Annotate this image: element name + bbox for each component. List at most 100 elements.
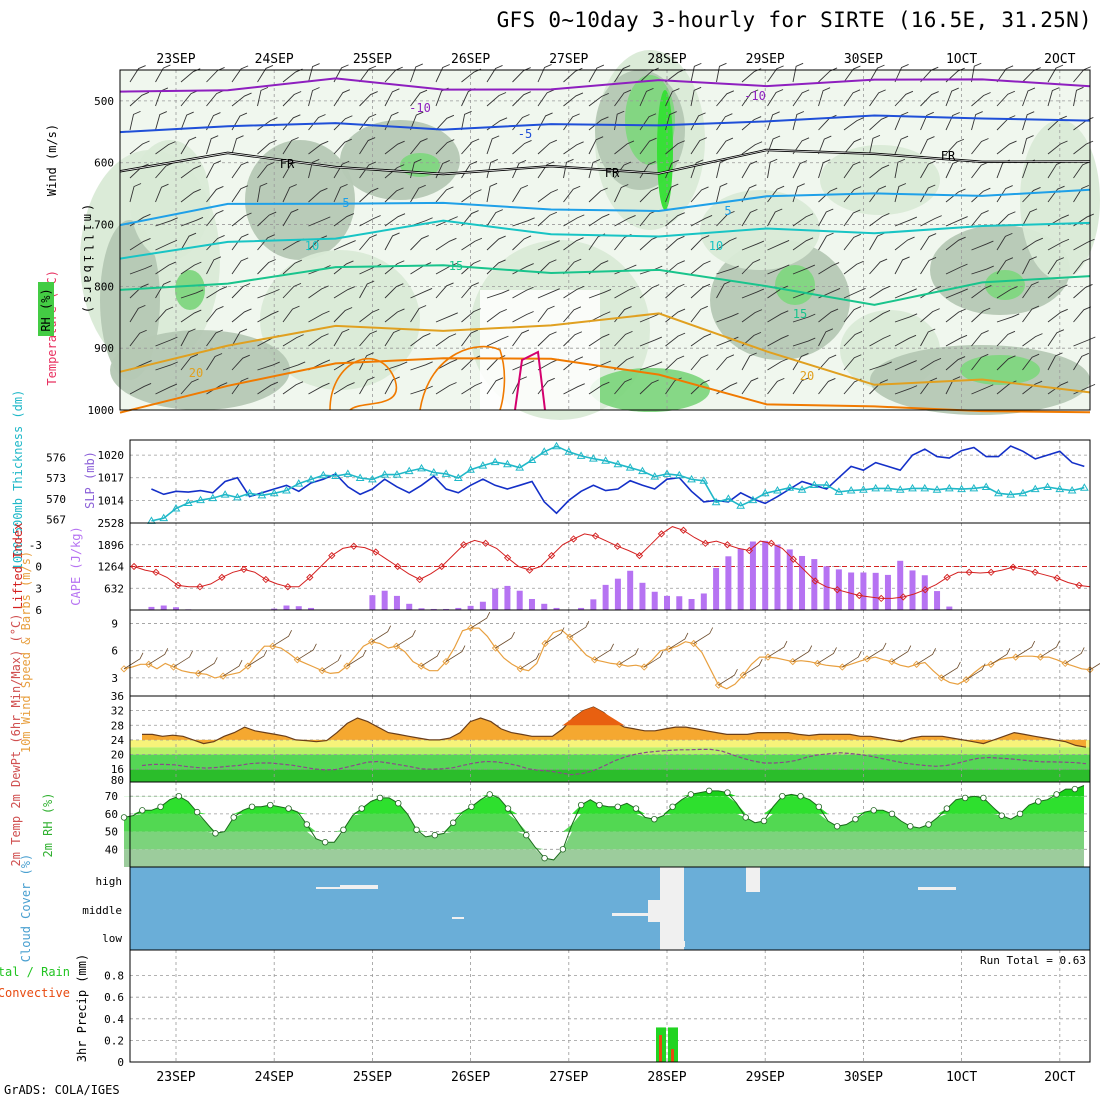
wind-barb bbox=[971, 210, 989, 227]
cape-bar bbox=[541, 603, 548, 610]
rh-point bbox=[852, 815, 859, 823]
legend-convective: Convective bbox=[0, 986, 70, 1000]
isotherm-25-cell bbox=[419, 345, 506, 411]
wind-barb bbox=[206, 256, 222, 275]
date-label-bottom: 24SEP bbox=[255, 1070, 294, 1085]
tick-label-temp: 32 bbox=[111, 705, 124, 718]
wind-barb bbox=[359, 330, 378, 347]
thickness-point bbox=[662, 469, 672, 477]
gridlines bbox=[120, 70, 1090, 1062]
thickness-point bbox=[490, 457, 500, 466]
wind-barb bbox=[639, 67, 659, 83]
wind-barb bbox=[333, 328, 350, 347]
thickness-point bbox=[711, 497, 721, 506]
wind-barb bbox=[1022, 380, 1043, 395]
rh-point bbox=[687, 791, 695, 798]
rh-point bbox=[632, 805, 640, 812]
wind-barb bbox=[486, 335, 509, 347]
wind-barb bbox=[945, 160, 960, 179]
wind-barb bbox=[563, 113, 580, 131]
lifted-index-point bbox=[306, 573, 314, 582]
date-label-top: 24SEP bbox=[255, 52, 294, 67]
tick-label-cloud: low bbox=[102, 932, 122, 945]
thickness-point bbox=[969, 483, 979, 492]
lifted-index-point bbox=[591, 532, 600, 540]
wind-barb bbox=[231, 92, 252, 107]
rh-point bbox=[705, 787, 713, 795]
thickness-point bbox=[466, 465, 475, 473]
wind-barb bbox=[180, 232, 197, 251]
wind-barb bbox=[435, 139, 455, 155]
wind-barb bbox=[308, 285, 329, 299]
wind-barb bbox=[818, 87, 831, 107]
cape-bar bbox=[173, 607, 179, 610]
wind-barb bbox=[257, 361, 280, 371]
lifted-index-point bbox=[833, 586, 841, 594]
cape-bar bbox=[516, 590, 523, 610]
wind-barb bbox=[1022, 305, 1040, 323]
rh-point bbox=[943, 805, 951, 812]
thickness-point bbox=[846, 485, 856, 494]
lifted-index-point bbox=[1031, 568, 1039, 576]
wind-barb bbox=[869, 164, 890, 179]
wind-barb bbox=[282, 137, 299, 155]
wind-barb bbox=[869, 361, 892, 371]
wind-barb bbox=[894, 313, 918, 323]
wind-barb bbox=[1047, 257, 1064, 275]
wind-barb bbox=[945, 87, 959, 107]
legend-total-rain: Total / Rain bbox=[0, 965, 70, 979]
thickness-point bbox=[699, 476, 709, 484]
rh-shade-cell bbox=[657, 90, 673, 210]
wind-barb bbox=[588, 289, 612, 299]
wind-barb bbox=[996, 65, 1014, 83]
wind-barb bbox=[435, 282, 454, 299]
wind-barb bbox=[716, 265, 739, 275]
rh-area-band bbox=[124, 785, 1084, 797]
cape-bar bbox=[455, 607, 462, 610]
isotherm-freezing-inner bbox=[119, 149, 1091, 175]
rh-point bbox=[431, 831, 439, 839]
rh-point bbox=[395, 800, 402, 807]
thickness-point bbox=[883, 483, 893, 492]
isotherm-line bbox=[119, 264, 1091, 306]
wind-barb bbox=[155, 261, 176, 275]
wind-barb bbox=[410, 305, 427, 323]
thickness-point bbox=[417, 463, 426, 472]
wind-barb bbox=[461, 329, 479, 347]
thickness-point bbox=[785, 483, 795, 491]
cape-bar bbox=[148, 606, 155, 610]
wind-barb bbox=[384, 308, 405, 323]
tick-label-lifted: 3 bbox=[35, 582, 42, 595]
thickness-point bbox=[601, 456, 610, 464]
wind-barb bbox=[155, 383, 178, 395]
cape-bar bbox=[295, 606, 302, 610]
cape-bar bbox=[553, 607, 560, 610]
lifted-index-point bbox=[811, 577, 819, 585]
wind-barb bbox=[1047, 329, 1065, 347]
precip-convective-bar bbox=[659, 1035, 662, 1062]
cape-bar bbox=[381, 590, 388, 610]
wind-barb bbox=[716, 62, 727, 83]
thickness-point bbox=[196, 495, 205, 504]
wind-barb bbox=[231, 354, 250, 371]
wind-barb bbox=[945, 334, 968, 347]
wind-barb bbox=[563, 306, 582, 323]
thickness-point bbox=[944, 483, 954, 492]
wind-barb bbox=[741, 352, 757, 371]
wind-barb-10m bbox=[123, 652, 144, 670]
panel-precip-frame bbox=[129, 949, 1091, 1063]
contour-label: -10 bbox=[409, 101, 431, 115]
wind-barb bbox=[716, 210, 735, 227]
wind-barb bbox=[1047, 64, 1064, 83]
wind-barb bbox=[792, 137, 810, 155]
wind-barb bbox=[206, 306, 224, 323]
thickness-point bbox=[183, 498, 193, 506]
wind-barb bbox=[1073, 238, 1095, 251]
rh-point bbox=[248, 803, 256, 810]
wind-barb-10m bbox=[891, 645, 912, 662]
wind-barb bbox=[563, 331, 583, 347]
tick-label-wind: 3 bbox=[111, 672, 118, 685]
wind-barb bbox=[308, 87, 320, 107]
tick-label-cape: 632 bbox=[104, 582, 124, 595]
wind-barb bbox=[155, 280, 171, 299]
